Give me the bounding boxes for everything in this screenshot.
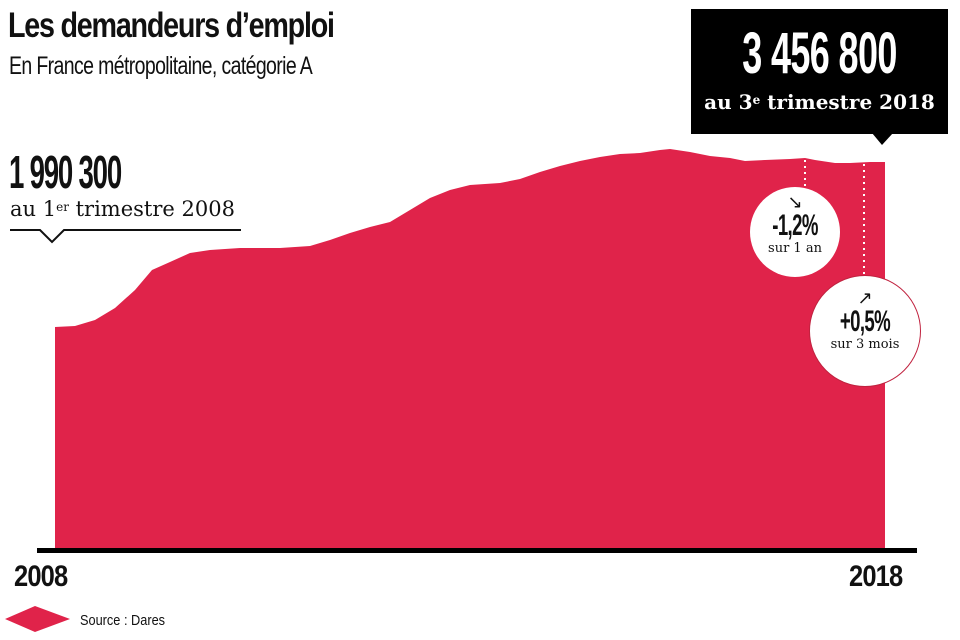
source-diamond-icon xyxy=(5,606,70,632)
chart-title: Les demandeurs d’emploi xyxy=(8,6,335,45)
end-pointer xyxy=(872,133,893,145)
start-pointer xyxy=(10,229,241,244)
quarterly-change-badge: ↗ +0,5% sur 3 mois xyxy=(809,275,921,387)
source-label: Source : Dares xyxy=(80,612,166,629)
yearly-change-badge: ↘ -1,2% sur 1 an xyxy=(750,187,840,277)
end-label-suffix: trimestre 2018 xyxy=(760,90,935,114)
yearly-change-value: -1,2% xyxy=(772,209,818,242)
start-label-sup: er xyxy=(56,200,69,214)
start-value: 1 990 300 xyxy=(9,146,122,198)
start-label: au 1er trimestre 2008 xyxy=(10,196,235,222)
arrow-up-right-icon: ↗ xyxy=(857,288,873,308)
quarterly-change-label: sur 3 mois xyxy=(830,337,900,352)
x-tick-end: 2018 xyxy=(849,560,903,593)
area-series xyxy=(55,149,885,550)
end-label: au 3e trimestre 2018 xyxy=(691,89,948,115)
end-value: 3 456 800 xyxy=(742,21,897,86)
end-label-sup: e xyxy=(752,93,761,107)
end-label-prefix: au 3 xyxy=(704,90,753,114)
quarterly-change-value: +0,5% xyxy=(839,305,891,338)
start-label-prefix: au 1 xyxy=(10,197,57,221)
chart-subtitle: En France métropolitaine, catégorie A xyxy=(9,52,313,80)
start-label-suffix: trimestre 2008 xyxy=(68,197,235,221)
x-tick-start: 2008 xyxy=(14,560,68,593)
yearly-change-label: sur 1 an xyxy=(768,241,822,256)
end-callout: 3 456 800 au 3e trimestre 2018 xyxy=(691,9,948,134)
arrow-down-right-icon: ↘ xyxy=(787,192,803,212)
x-axis-line xyxy=(37,548,917,553)
